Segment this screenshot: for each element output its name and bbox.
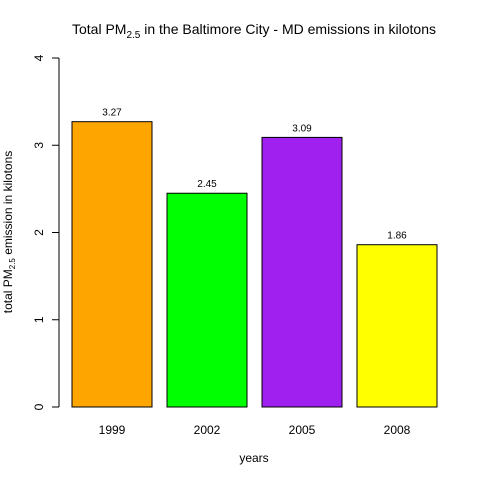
chart-title-subscript: 2.5 <box>126 30 140 41</box>
y-tick-label: 4 <box>32 54 46 61</box>
y-tick-label: 0 <box>32 403 46 410</box>
bar-2002 <box>166 192 248 408</box>
y-tick-label: 1 <box>32 316 46 323</box>
y-tick-label: 3 <box>32 142 46 149</box>
x-tick-label-2008: 2008 <box>384 423 411 437</box>
y-axis-label-prefix: total PM <box>1 269 15 313</box>
bars: 3.27 1999 2.45 2002 3.09 2005 1.86 2008 <box>71 108 438 437</box>
x-tick-label-2005: 2005 <box>289 423 316 437</box>
y-axis-ticks: 0 1 2 3 4 <box>32 54 59 410</box>
data-label-1999: 3.27 <box>102 108 122 119</box>
x-axis-label: years <box>239 451 268 465</box>
data-label-2002: 2.45 <box>197 179 217 190</box>
y-axis-label-subscript: 2.5 <box>8 258 17 270</box>
chart-title: Total PM2.5 in the Baltimore City - MD e… <box>72 21 436 41</box>
y-tick-label: 2 <box>32 229 46 236</box>
chart-title-prefix: Total PM <box>72 21 126 37</box>
data-label-2005: 3.09 <box>292 123 312 134</box>
y-axis-label-suffix: emission in kilotons <box>1 151 15 258</box>
x-tick-label-2002: 2002 <box>194 423 221 437</box>
bar-2005 <box>261 136 343 408</box>
data-label-2008: 1.86 <box>387 231 407 242</box>
bar-1999 <box>71 121 153 408</box>
bar-2008 <box>356 244 438 408</box>
x-tick-label-1999: 1999 <box>99 423 126 437</box>
y-axis-label: total PM2.5 emission in kilotons <box>1 151 17 314</box>
chart-title-suffix: in the Baltimore City - MD emissions in … <box>140 21 436 37</box>
